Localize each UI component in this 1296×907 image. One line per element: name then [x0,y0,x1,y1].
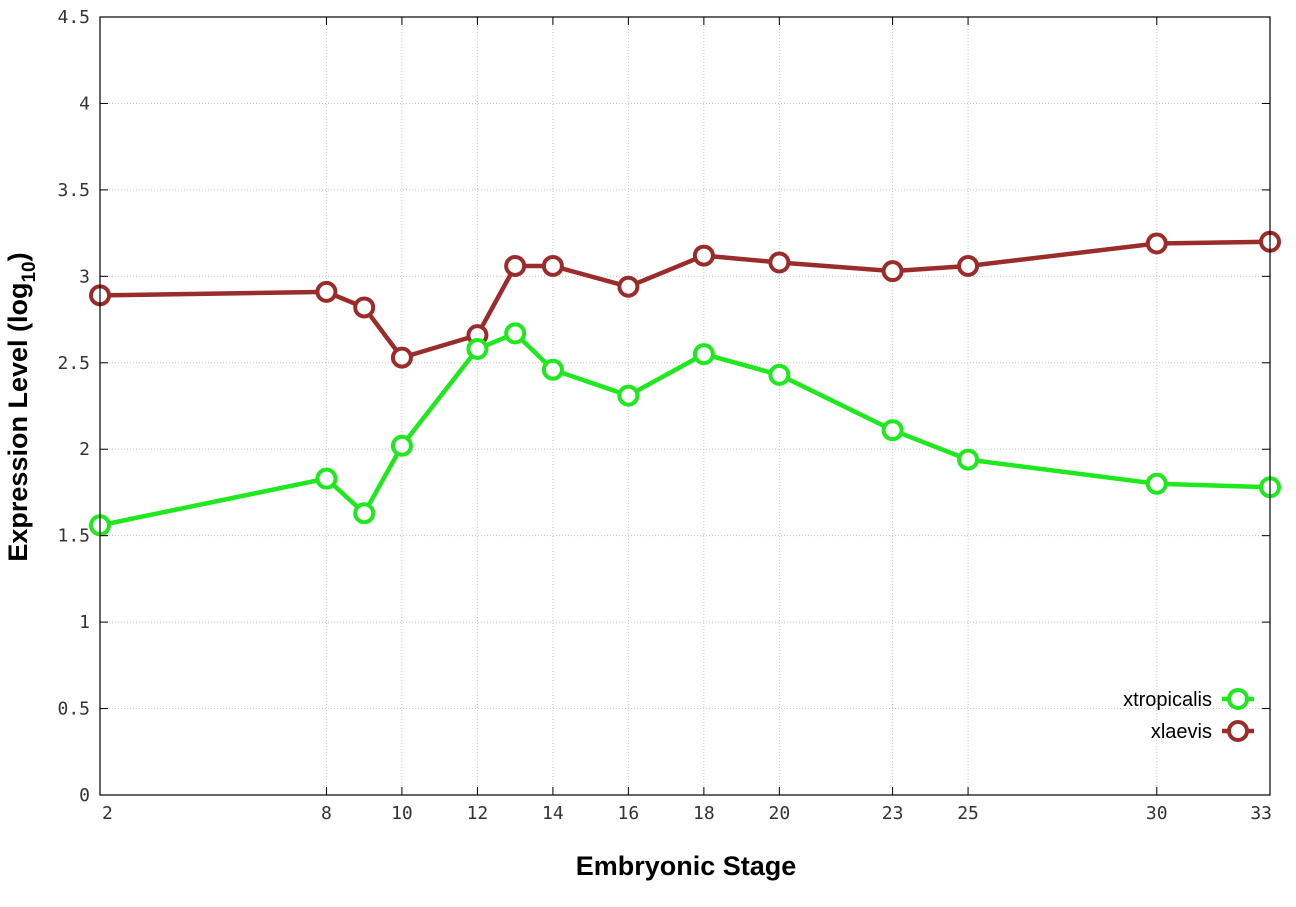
data-point [617,275,640,298]
x-tick-label: 12 [467,803,489,824]
data-point [692,244,715,267]
plot-frame [99,16,1271,796]
y-tick-label: 4 [79,93,90,114]
data-point [353,296,376,319]
legend-label: xlaevis [1151,721,1212,743]
y-tick-label: 2.5 [57,353,90,374]
y-axis-title-close: ) [3,252,33,261]
x-axis-title: Embryonic Stage [576,851,797,881]
x-tick-label: 25 [957,803,979,824]
data-point [1145,472,1168,495]
data-point [957,254,980,277]
data-point [692,343,715,366]
data-point [504,254,527,277]
data-point [315,280,338,303]
series-line [99,331,1271,528]
x-tick-label: 14 [542,803,564,824]
data-point [1145,232,1168,255]
data-point [541,254,564,277]
x-tick-label: 18 [693,803,715,824]
data-point [957,448,980,471]
y-tick-label: 0.5 [57,699,90,720]
data-point [541,358,564,381]
x-tick-label: 8 [321,803,332,824]
x-tick-label: 33 [1250,803,1272,824]
x-tick-label: 30 [1146,803,1168,824]
legend: xtropicalis xlaevis [1123,688,1254,743]
legend-marker [1227,688,1249,710]
data-point [390,346,413,369]
y-tick-label: 1 [79,612,90,633]
data-point [617,384,640,407]
series-xlaevis [89,230,1281,369]
series-xtropicalis [89,322,1281,537]
y-tick-label: 4.5 [57,7,90,28]
y-tick-label: 1.5 [57,526,90,547]
y-tick-label: 0 [79,785,90,806]
x-tick-label: 10 [391,803,413,824]
data-point [315,467,338,490]
series-layer [89,230,1281,537]
legend-item: xtropicalis [1123,688,1254,711]
series-line [99,239,1271,360]
x-tick-label: 2 [102,803,113,824]
data-point [504,322,527,345]
data-point [768,363,791,386]
legend-item: xlaevis [1151,720,1254,743]
y-tick-label: 3.5 [57,180,90,201]
y-axis-title-main: Expression Level (log [3,283,33,562]
data-point [881,260,904,283]
y-axis-title: Expression Level (log10) [3,252,40,561]
x-tick-label: 23 [882,803,904,824]
axis-layer: 0 0.5 1 1.5 2 2.5 3 3.5 4 4.5 2 8 10 12 14 16 18 20 23 25 30… [57,7,1272,824]
data-point [390,434,413,457]
data-point [768,251,791,274]
x-tick-label: 16 [618,803,640,824]
grid-layer [100,17,1270,795]
y-axis-title-subscript: 10 [19,261,40,282]
data-point [881,419,904,442]
data-point [466,337,489,360]
y-tick-label: 2 [79,439,90,460]
legend-label: xtropicalis [1123,689,1212,711]
x-tick-label: 20 [769,803,791,824]
data-point [353,502,376,525]
legend-marker [1227,720,1249,742]
y-tick-label: 3 [79,266,90,287]
